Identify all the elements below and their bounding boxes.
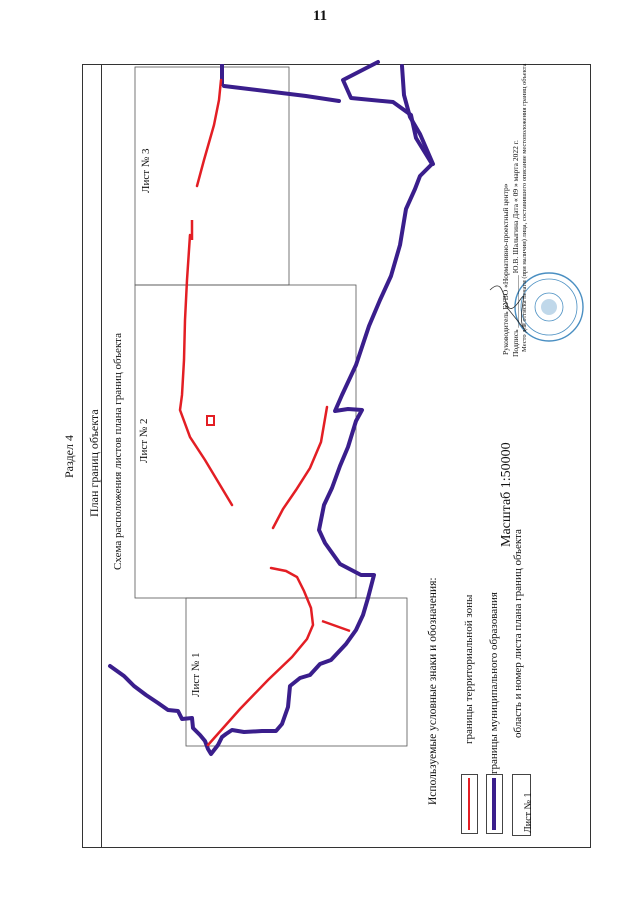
legend-sheet-swatch <box>512 774 531 836</box>
municipal-boundary-north <box>222 84 341 103</box>
territorial-zone-small <box>206 415 215 426</box>
municipal-boundary <box>108 60 434 756</box>
sheet-3-area <box>134 66 290 286</box>
signature-line: Подпись ______________ Ю.В. Шалыгина Дат… <box>511 140 520 357</box>
sheet-2-label: Лист № 2 <box>138 418 150 463</box>
legend-title: Используемые условные знаки и обозначени… <box>427 577 439 805</box>
seal-stamp <box>514 272 584 342</box>
municipal-boundary-east <box>400 64 435 166</box>
sheet-2-area <box>134 284 357 599</box>
drawing-frame <box>82 64 591 848</box>
legend-municipal-label: границы муниципального образования <box>488 592 500 774</box>
title-strip-divider <box>101 64 102 848</box>
stamp-caption: Место для оттиска печати (при наличии) л… <box>521 63 528 353</box>
legend-territorial-zone-label: границы территориальной зоны <box>463 594 475 744</box>
sheet-3-label: Лист № 3 <box>140 148 152 193</box>
sheet-1-area <box>185 597 408 747</box>
territorial-zone-boundary-2 <box>271 405 329 530</box>
legend-sheet-sample: Лист № 1 <box>523 792 534 833</box>
legend-blue-line <box>492 778 496 830</box>
signature-scribble <box>489 285 526 331</box>
territorial-zone-boundary-3 <box>178 233 234 507</box>
territorial-zone-boundary-5 <box>195 78 223 188</box>
legend-red-line <box>468 778 470 830</box>
signature-head: Руководитель БУВО «Нормативно-проектный … <box>501 183 510 355</box>
territorial-zone-boundary-6 <box>321 619 351 633</box>
sheet-1-label: Лист № 1 <box>190 652 202 697</box>
territorial-zone-boundary <box>206 566 315 747</box>
page-number: 11 <box>312 8 328 24</box>
legend-sheet-label: область и номер листа плана границ объек… <box>512 529 524 738</box>
